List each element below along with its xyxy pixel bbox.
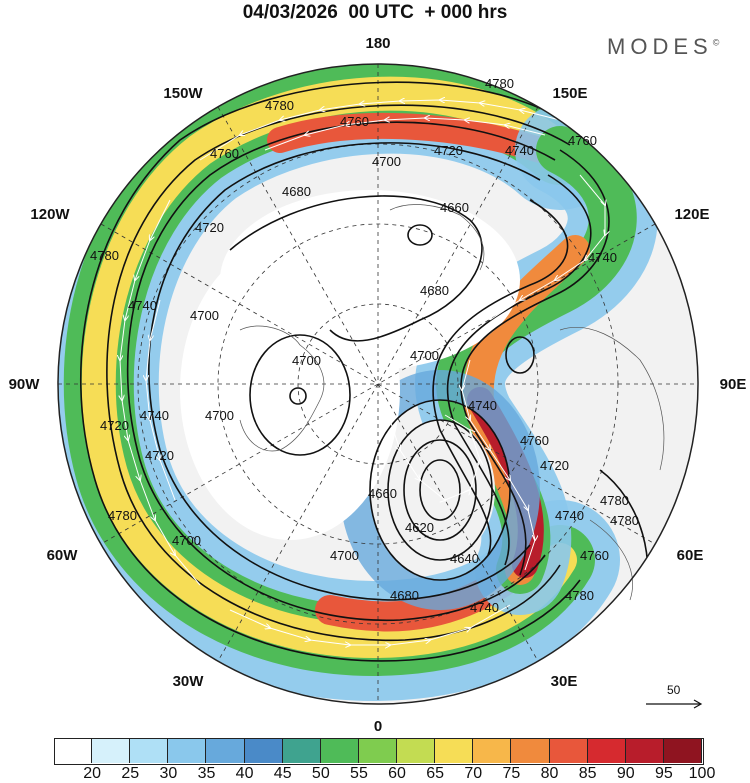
- contour-label: 4700: [172, 533, 201, 548]
- colorbar-cell: [358, 738, 398, 763]
- colorbar-cell: [54, 738, 93, 763]
- colorbar-cell: [511, 738, 550, 763]
- contour-label: 4780: [600, 493, 629, 508]
- contour-label: 4740: [140, 408, 169, 423]
- colorbar-cell: [587, 738, 626, 763]
- colorbar-cell: [168, 738, 207, 763]
- contour-label: 4760: [340, 114, 369, 129]
- contour-label: 4760: [568, 133, 597, 148]
- contour-label: 4700: [205, 408, 234, 423]
- contour-label: 4780: [265, 98, 294, 113]
- contour-label: 4700: [292, 353, 321, 368]
- colorbar-tick-label: 45: [273, 765, 292, 782]
- colorbar-tick-label: 25: [121, 765, 140, 782]
- contour-label: 4680: [282, 184, 311, 199]
- contour-label: 4760: [520, 433, 549, 448]
- contour-label: 4720: [540, 458, 569, 473]
- coastlines: [239, 204, 665, 601]
- polar-map: 180 150W 150E 120W 120E 90W 90E 60W 60E …: [9, 35, 747, 735]
- cutoff-low-core: [385, 420, 495, 560]
- colorbar-tick-label: 95: [654, 765, 673, 782]
- colorbar-tick-label: 35: [197, 765, 216, 782]
- map-title: 04/03/2026 00 UTC + 000 hrs: [242, 2, 508, 23]
- lon-label-w60: 60W: [47, 547, 79, 564]
- lon-label-e30: 30E: [551, 673, 578, 690]
- contour-label: 4780: [610, 513, 639, 528]
- contour-label: 4760: [580, 548, 609, 563]
- colorbar-cell: [549, 738, 588, 763]
- contour-label: 4620: [405, 520, 434, 535]
- lon-label-w120: 120W: [30, 206, 70, 223]
- contour-label: 4780: [108, 508, 137, 523]
- lon-label-e120: 120E: [674, 206, 709, 223]
- lon-label-w90: 90W: [9, 376, 41, 393]
- contour-label: 4760: [210, 146, 239, 161]
- colorbar-tick-label: 60: [388, 765, 406, 782]
- colorbar-cell: [397, 738, 436, 763]
- contour-label: 4700: [330, 548, 359, 563]
- contour-label: 4740: [588, 250, 617, 265]
- polar-calm-area-2: [220, 190, 520, 370]
- lon-label-e60: 60E: [677, 547, 704, 564]
- colorbar-tick-label: 55: [350, 765, 368, 782]
- colorbar-tick-label: 100: [688, 765, 716, 782]
- contour-label: 4720: [195, 220, 224, 235]
- colorbar-tick-label: 65: [426, 765, 445, 782]
- colorbar: 20 25 30 35 40 45 50 55 60 65 70 75 80 85 90 95 100: [54, 738, 715, 782]
- colorbar-tick-label: 75: [502, 765, 521, 782]
- contour-label: 4680: [390, 588, 419, 603]
- contour-label: 4720: [145, 448, 174, 463]
- contour-label: 4780: [485, 76, 514, 91]
- contour-label: 4660: [440, 200, 469, 215]
- lon-label-w30: 30W: [173, 673, 205, 690]
- colorbar-cell: [663, 738, 702, 763]
- colorbar-cell: [435, 738, 474, 763]
- brand-logo: MODES©: [607, 34, 719, 60]
- contour-label: 4740: [505, 143, 534, 158]
- colorbar-tick-label: 20: [83, 765, 102, 782]
- colorbar-cell: [320, 738, 359, 763]
- colorbar-cell: [282, 738, 321, 763]
- colorbar-cell: [206, 738, 245, 763]
- contour-label: 4740: [470, 600, 499, 615]
- contour-label: 4740: [128, 298, 157, 313]
- contour-label: 4640: [450, 551, 479, 566]
- lon-label-e150: 150E: [552, 85, 587, 102]
- colorbar-cell: [625, 738, 664, 763]
- contour-label: 4780: [565, 588, 594, 603]
- reference-vector-value: 50: [667, 683, 681, 697]
- lon-label-e90: 90E: [720, 376, 747, 393]
- right-arrow-icon: [646, 699, 703, 709]
- lon-label-w150: 150W: [163, 85, 203, 102]
- contour-label: 4720: [434, 143, 463, 158]
- contour-label: 4700: [190, 308, 219, 323]
- colorbar-cell: [92, 738, 131, 763]
- contour-label: 4780: [90, 248, 119, 263]
- colorbar-frame: [54, 738, 704, 765]
- contour-label: 4660: [368, 486, 397, 501]
- colorbar-cell: [473, 738, 512, 763]
- colorbar-cell: [130, 738, 169, 763]
- brand-name: MODES: [607, 34, 713, 59]
- colorbar-tick-label: 80: [540, 765, 559, 782]
- lon-label-n180: 180: [365, 35, 390, 52]
- colorbar-cell: [244, 738, 283, 763]
- colorbar-tick-label: 70: [464, 765, 483, 782]
- colorbar-tick-label: 90: [616, 765, 635, 782]
- contour-label: 4720: [100, 418, 129, 433]
- colorbar-tick-label: 50: [311, 765, 330, 782]
- colorbar-tick-label: 40: [235, 765, 254, 782]
- contour-label: 4700: [410, 348, 439, 363]
- copyright-mark: ©: [712, 37, 720, 48]
- colorbar-tick-label: 30: [159, 765, 178, 782]
- contour-label: 4700: [372, 154, 401, 169]
- contour-label: 4680: [420, 283, 449, 298]
- colorbar-tick-label: 85: [578, 765, 597, 782]
- contour-label: 4740: [468, 398, 497, 413]
- lon-label-s0: 0: [374, 718, 382, 735]
- contour-labels: 4780 4780 4760 4760 4720 4700 4740 4760 …: [90, 76, 639, 615]
- contour-label: 4740: [555, 508, 584, 523]
- wind-streamlines: [120, 100, 605, 645]
- globe-outline: [57, 63, 699, 705]
